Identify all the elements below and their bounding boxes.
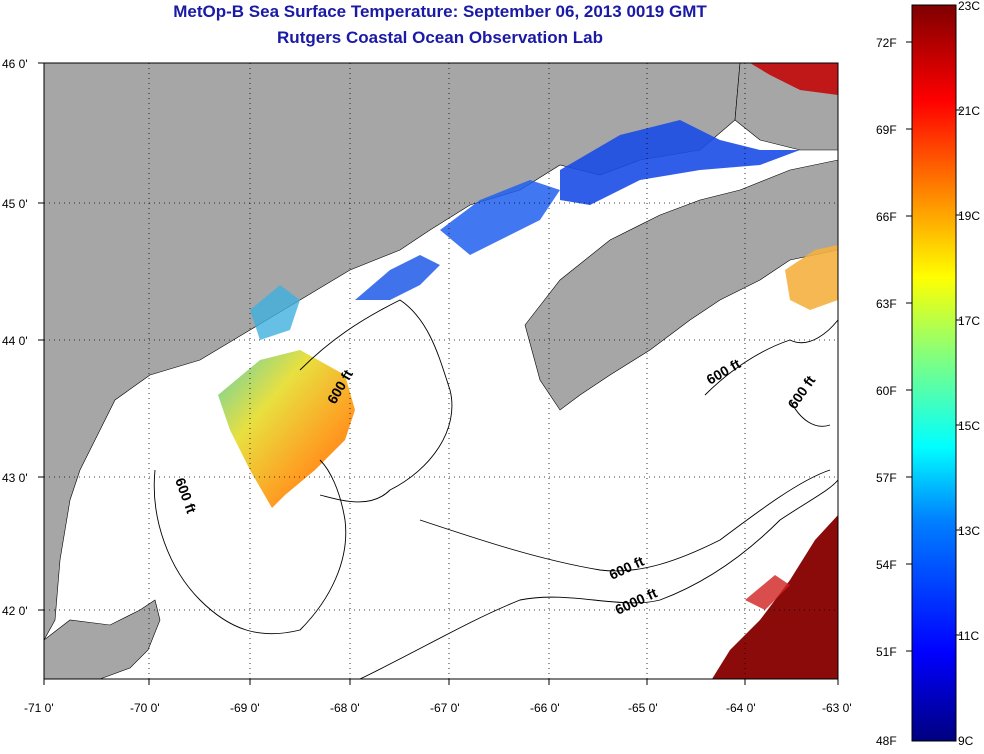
sst-gulf-stream-edge [745, 575, 790, 610]
map-frame [43, 62, 839, 680]
sst-gulf-stream [712, 515, 838, 679]
colorbar-c-label: 15C [958, 419, 980, 433]
colorbar-c-label: 17C [958, 314, 980, 328]
colorbar-f-label: 54F [876, 558, 897, 572]
x-tick-label: -71 0' [24, 701, 54, 715]
colorbar-f-label: 63F [876, 297, 897, 311]
colorbar-f-label: 72F [876, 36, 897, 50]
x-tick-label: -63 0' [822, 701, 852, 715]
colorbar-f-label: 60F [876, 384, 897, 398]
colorbar-c-label: 19C [958, 209, 980, 223]
colorbar-f-label: 48F [876, 734, 897, 748]
colorbar-f-label: 66F [876, 210, 897, 224]
colorbar [911, 4, 957, 742]
x-tick-label: -67 0' [430, 701, 460, 715]
contour-600-west [153, 459, 347, 635]
tick-marks [38, 62, 839, 685]
y-axis-labels: 46 0' 45 0' 44 0' 43 0' 42 0' [2, 57, 28, 618]
y-tick-label: 46 0' [2, 57, 28, 71]
map-title: MetOp-B Sea Surface Temperature: Septemb… [173, 2, 707, 21]
map-subtitle: Rutgers Coastal Ocean Observation Lab [277, 28, 603, 47]
land-cape-cod [44, 599, 161, 679]
y-tick-label: 43 0' [2, 471, 28, 485]
x-tick-label: -65 0' [628, 701, 658, 715]
contour-600-south [419, 469, 831, 572]
colorbar-c-label: 23C [958, 0, 980, 13]
x-tick-label: -66 0' [530, 701, 560, 715]
x-tick-label: -68 0' [330, 701, 360, 715]
sst-patch-coast-blue-2 [440, 180, 560, 255]
x-tick-label: -70 0' [130, 701, 160, 715]
x-axis-labels: -71 0' -70 0' -69 0' -68 0' -67 0' -66 0… [24, 701, 852, 715]
sst-patch-coast-blue-3 [355, 255, 440, 300]
colorbar-f-label: 57F [876, 471, 897, 485]
colorbar-c-label: 13C [958, 524, 980, 538]
sst-patch-right-orange [785, 245, 838, 310]
sst-patch-coast-blue [560, 120, 800, 205]
depth-contours [153, 299, 839, 680]
colorbar-f-label: 69F [876, 123, 897, 137]
y-tick-label: 45 0' [2, 197, 28, 211]
y-tick-label: 42 0' [2, 604, 28, 618]
colorbar-c-labels: 23C 21C 19C 17C 15C 13C 11C 9C [958, 0, 980, 748]
sst-patch-coast-cyan [250, 285, 300, 340]
y-tick-label: 44 0' [2, 334, 28, 348]
colorbar-f-labels: 72F 69F 66F 63F 60F 57F 54F 51F 48F [876, 36, 897, 748]
x-tick-label: -64 0' [726, 701, 756, 715]
sst-warm-topright [750, 63, 838, 95]
map-layers [44, 63, 838, 679]
colorbar-f-label: 51F [876, 645, 897, 659]
colorbar-ticks [906, 41, 962, 652]
colorbar-c-label: 9C [958, 734, 974, 748]
x-tick-label: -69 0' [230, 701, 260, 715]
colorbar-c-label: 21C [958, 104, 980, 118]
sst-patch-gulf-of-maine [218, 350, 355, 508]
contour-600-east [704, 319, 839, 427]
colorbar-c-label: 11C [958, 629, 979, 643]
contour-6000 [359, 479, 839, 680]
land-nova-scotia [524, 159, 838, 411]
contour-600-central [299, 299, 453, 503]
